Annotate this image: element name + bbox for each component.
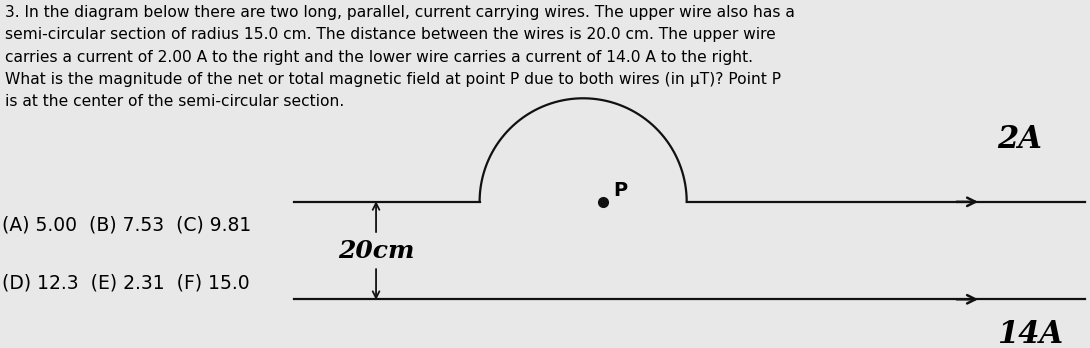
Text: (D) 12.3  (E) 2.31  (F) 15.0: (D) 12.3 (E) 2.31 (F) 15.0 [2,273,250,292]
Text: 3. In the diagram below there are two long, parallel, current carrying wires. Th: 3. In the diagram below there are two lo… [5,5,796,109]
Text: 14A: 14A [997,318,1064,348]
Text: P: P [614,181,628,200]
Text: 2A: 2A [997,124,1042,155]
Text: 20cm: 20cm [338,239,414,262]
Text: (A) 5.00  (B) 7.53  (C) 9.81: (A) 5.00 (B) 7.53 (C) 9.81 [2,216,252,235]
